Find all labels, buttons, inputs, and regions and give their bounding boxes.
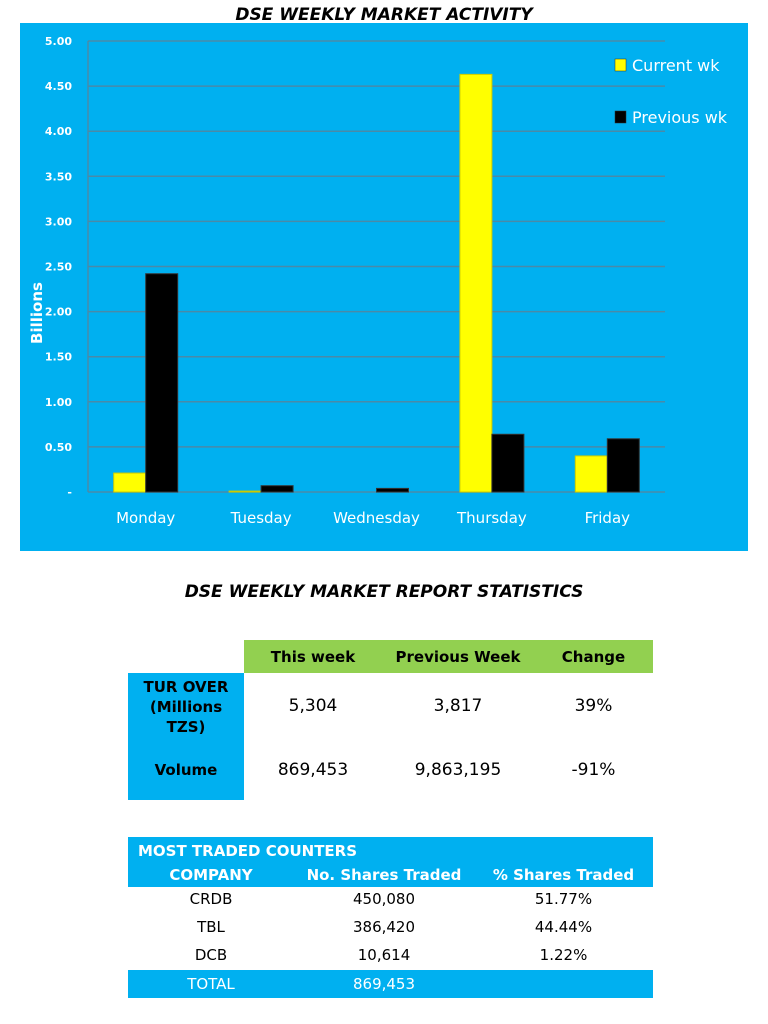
counter-shares: 386,420	[352, 918, 416, 936]
stats-header-previous-week: Previous Week	[395, 648, 521, 666]
bar-current-tuesday	[228, 490, 262, 493]
counter-percent: 44.44%	[534, 918, 593, 936]
y-tick-label: 5.00	[45, 35, 72, 48]
counters-header-company: COMPANY	[169, 866, 253, 884]
counters-header-percent: % Shares Traded	[492, 866, 635, 884]
y-tick-label: 3.50	[45, 170, 72, 183]
y-tick-label: 4.00	[45, 125, 72, 138]
counters-total-value: 869,453	[352, 975, 416, 993]
bar-previous-monday	[145, 273, 179, 493]
y-tick-label: 4.50	[45, 80, 72, 93]
volume-change: -91%	[571, 760, 616, 780]
counter-shares: 10,614	[357, 946, 411, 964]
y-tick-label: 1.00	[45, 396, 72, 409]
y-tick-label: 2.00	[45, 306, 72, 319]
bar-chart: - 0.50 1.00 1.50 2.00 2.50 3.00 3.50 4.00 4.50 5.0…	[28, 35, 728, 527]
bar-current-friday	[574, 455, 608, 493]
bar-previous-friday	[606, 438, 640, 493]
y-tick-label: 3.00	[45, 215, 72, 228]
volume-this-week: 869,453	[277, 760, 349, 780]
stats-header-row	[244, 640, 653, 673]
counter-percent: 51.77%	[534, 890, 593, 908]
counters-header	[128, 837, 653, 887]
y-axis-label: Billions	[28, 282, 46, 344]
y-tick-label: -	[67, 486, 72, 499]
chart-area: - 0.50 1.00 1.50 2.00 2.50 3.00 3.50 4.00 4.50 5.0…	[20, 23, 748, 551]
bar-current-monday	[113, 472, 147, 493]
counter-shares: 450,080	[352, 890, 416, 908]
legend-label: Previous wk	[632, 108, 728, 127]
legend-label: Current wk	[632, 56, 720, 75]
y-tick-label: 1.50	[45, 351, 72, 364]
x-tick-label: Friday	[585, 509, 631, 527]
x-tick-label: Wednesday	[333, 509, 420, 527]
counter-company: CRDB	[189, 890, 233, 908]
counters-header-shares: No. Shares Traded	[306, 866, 462, 884]
counters-title: MOST TRADED COUNTERS	[138, 842, 358, 860]
stats-label-column	[128, 673, 244, 800]
bar-previous-wednesday	[376, 487, 409, 493]
stats-header-this-week: This week	[270, 648, 356, 666]
x-tick-label: Thursday	[456, 509, 527, 527]
turnover-change: 39%	[574, 696, 613, 716]
volume-previous-week: 9,863,195	[414, 760, 502, 780]
bar-previous-tuesday	[260, 485, 294, 493]
stats-title: DSE WEEKLY MARKET REPORT STATISTICS	[184, 582, 584, 602]
turnover-this-week: 5,304	[288, 696, 338, 716]
x-tick-label: Monday	[116, 509, 175, 527]
x-tick-label: Tuesday	[230, 509, 292, 527]
chart-title: DSE WEEKLY MARKET ACTIVITY	[235, 5, 533, 25]
bar-current-thursday	[459, 73, 493, 493]
counter-company: TBL	[197, 918, 225, 936]
stats-label-turnover: TUR OVER (Millions TZS)	[143, 678, 229, 736]
turnover-previous-week: 3,817	[433, 696, 483, 716]
y-tick-label: 0.50	[45, 441, 72, 454]
counter-company: DCB	[194, 946, 228, 964]
stats-header-change: Change	[561, 648, 626, 666]
legend-swatch	[614, 110, 627, 124]
y-tick-label: 2.50	[45, 261, 72, 274]
stats-label-volume: Volume	[154, 761, 218, 779]
counter-percent: 1.22%	[539, 946, 588, 964]
counters-total-label: TOTAL	[187, 975, 235, 993]
bar-previous-thursday	[491, 433, 525, 493]
counters-total-row	[128, 970, 653, 998]
legend-swatch	[614, 58, 627, 72]
